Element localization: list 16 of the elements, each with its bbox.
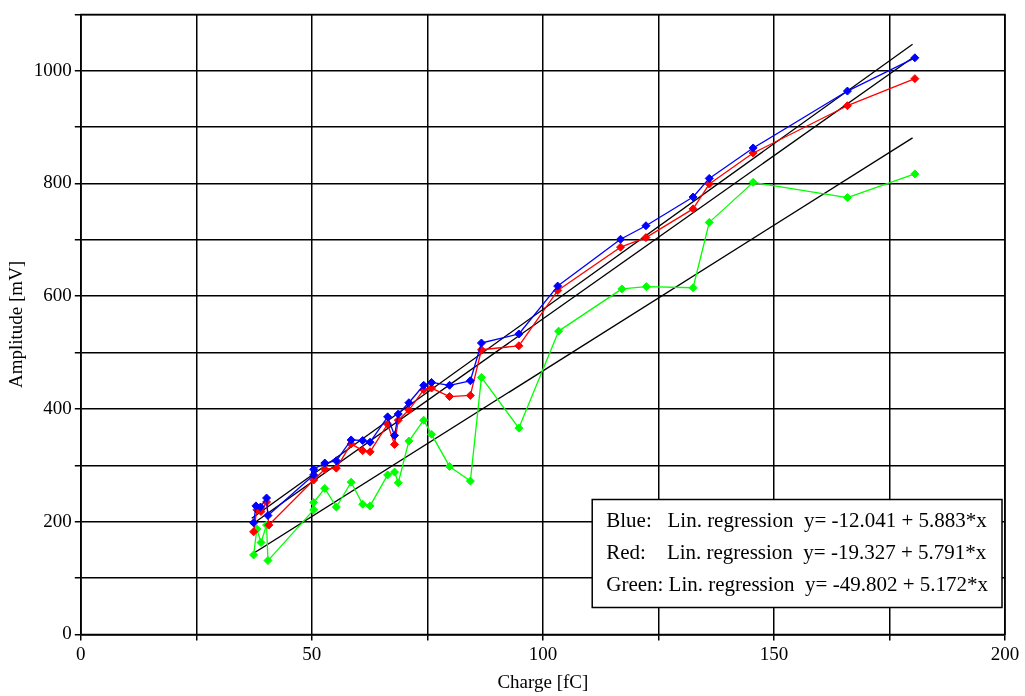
annotation: Red: Lin. regression y= -19.327 + 5.791*x xyxy=(606,539,987,564)
annotation: Blue: Lin. regression y= -12.041 + 5.883*x xyxy=(606,507,988,532)
x-axis-title: Charge [fC] xyxy=(497,670,589,692)
y-tick-label: 1000 xyxy=(33,58,72,80)
annotation: Green: Lin. regression y= -49.802 + 5.172*x xyxy=(606,571,989,596)
x-tick-label: 150 xyxy=(759,642,789,664)
x-tick-label: 50 xyxy=(302,642,322,664)
x-tick-label: 100 xyxy=(528,642,558,664)
y-tick-label: 0 xyxy=(62,622,72,644)
y-tick-label: 600 xyxy=(43,284,72,306)
y-tick-label: 200 xyxy=(43,509,72,531)
y-tick-label: 400 xyxy=(43,396,72,418)
x-tick-label: 200 xyxy=(990,642,1020,664)
x-tick-label: 0 xyxy=(76,642,86,664)
y-axis-title: Amplitude [mV] xyxy=(5,260,27,388)
y-tick-label: 800 xyxy=(43,171,72,193)
